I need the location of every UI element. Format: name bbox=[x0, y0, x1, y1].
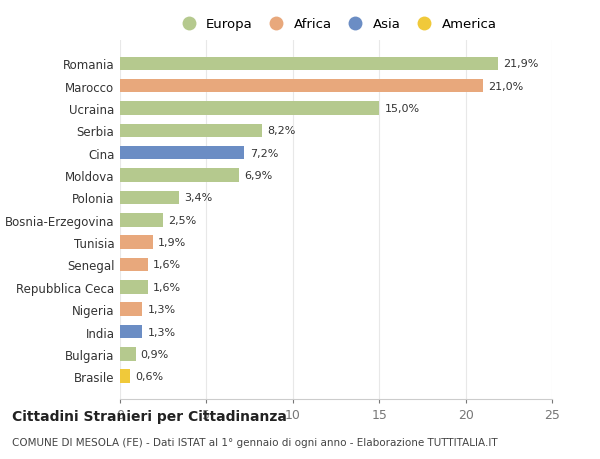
Bar bbox=[120, 303, 142, 316]
Text: 7,2%: 7,2% bbox=[250, 148, 278, 158]
Text: 1,9%: 1,9% bbox=[158, 238, 186, 247]
Bar bbox=[120, 191, 179, 205]
Text: 1,3%: 1,3% bbox=[148, 304, 176, 314]
Text: 2,5%: 2,5% bbox=[169, 215, 197, 225]
Text: 6,9%: 6,9% bbox=[244, 171, 272, 181]
Text: 0,6%: 0,6% bbox=[136, 371, 164, 381]
Bar bbox=[120, 102, 379, 116]
Text: 21,0%: 21,0% bbox=[488, 82, 523, 91]
Bar bbox=[120, 236, 153, 249]
Bar bbox=[120, 258, 148, 272]
Text: 1,3%: 1,3% bbox=[148, 327, 176, 337]
Bar bbox=[120, 213, 163, 227]
Text: Cittadini Stranieri per Cittadinanza: Cittadini Stranieri per Cittadinanza bbox=[12, 409, 287, 423]
Text: COMUNE DI MESOLA (FE) - Dati ISTAT al 1° gennaio di ogni anno - Elaborazione TUT: COMUNE DI MESOLA (FE) - Dati ISTAT al 1°… bbox=[12, 437, 497, 447]
Legend: Europa, Africa, Asia, America: Europa, Africa, Asia, America bbox=[176, 18, 496, 31]
Text: 0,9%: 0,9% bbox=[141, 349, 169, 359]
Bar bbox=[120, 280, 148, 294]
Text: 3,4%: 3,4% bbox=[184, 193, 212, 203]
Text: 15,0%: 15,0% bbox=[385, 104, 419, 114]
Bar bbox=[120, 325, 142, 338]
Text: 8,2%: 8,2% bbox=[267, 126, 295, 136]
Bar bbox=[120, 169, 239, 182]
Bar bbox=[120, 147, 244, 160]
Bar bbox=[120, 347, 136, 361]
Bar bbox=[120, 57, 499, 71]
Text: 21,9%: 21,9% bbox=[503, 59, 539, 69]
Bar bbox=[120, 124, 262, 138]
Text: 1,6%: 1,6% bbox=[153, 282, 181, 292]
Text: 1,6%: 1,6% bbox=[153, 260, 181, 270]
Bar bbox=[120, 80, 483, 93]
Bar bbox=[120, 369, 130, 383]
